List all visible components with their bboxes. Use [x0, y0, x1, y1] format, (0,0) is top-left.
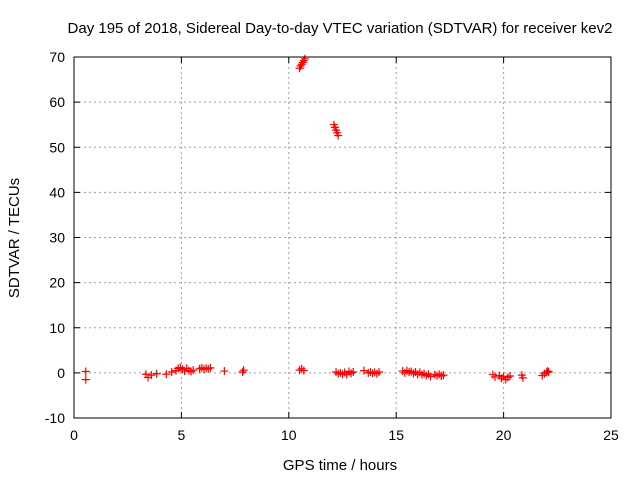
y-tick-label: 30: [49, 230, 65, 246]
x-tick-label: 25: [603, 427, 619, 443]
data-point: [544, 367, 553, 376]
data-point: [299, 56, 308, 65]
data-point: [204, 364, 213, 373]
data-point: [81, 375, 90, 384]
data-points: [81, 54, 553, 384]
data-point: [147, 371, 156, 380]
data-point: [359, 366, 368, 375]
y-tick-label: 10: [49, 320, 65, 336]
data-point: [435, 370, 444, 379]
data-point: [167, 367, 176, 376]
y-tick-label: 60: [49, 94, 65, 110]
data-point: [220, 367, 229, 376]
data-point: [518, 373, 527, 382]
data-point: [152, 369, 161, 378]
y-tick-label: 20: [49, 275, 65, 291]
chart-title: Day 195 of 2018, Sidereal Day-to-day VTE…: [68, 20, 613, 37]
data-point: [239, 366, 248, 375]
data-point: [506, 372, 515, 381]
data-point: [189, 366, 198, 375]
y-tick-label: 70: [49, 49, 65, 65]
data-point: [543, 367, 552, 376]
data-point: [178, 365, 187, 374]
x-tick-label: 5: [178, 427, 186, 443]
data-point: [334, 131, 343, 140]
data-point: [349, 367, 358, 376]
y-tick-label: 50: [49, 139, 65, 155]
data-point: [300, 54, 309, 63]
y-axis-label: SDTVAR / TECUs: [6, 178, 23, 298]
data-point: [347, 369, 356, 378]
y-tick-label: -10: [45, 410, 65, 426]
data-point: [426, 372, 435, 381]
data-point: [491, 372, 500, 381]
data-point: [372, 369, 381, 378]
x-axis-label: GPS time / hours: [283, 457, 397, 474]
x-tick-label: 0: [70, 427, 78, 443]
data-point: [162, 370, 171, 379]
y-tick-label: 0: [57, 365, 65, 381]
data-point: [81, 367, 90, 376]
data-point: [439, 371, 448, 380]
data-point: [297, 364, 306, 373]
y-tick-label: 40: [49, 184, 65, 200]
axis-ticks: 0 5 10 15 20 25 -10 0 10 20 30 40 50 60 70: [45, 49, 619, 443]
data-point: [299, 366, 308, 375]
data-point: [238, 367, 247, 376]
data-point: [206, 363, 215, 372]
x-tick-label: 15: [388, 427, 404, 443]
grid-lines: [74, 57, 611, 418]
x-tick-label: 20: [496, 427, 512, 443]
data-point: [375, 367, 384, 376]
x-tick-label: 10: [281, 427, 297, 443]
